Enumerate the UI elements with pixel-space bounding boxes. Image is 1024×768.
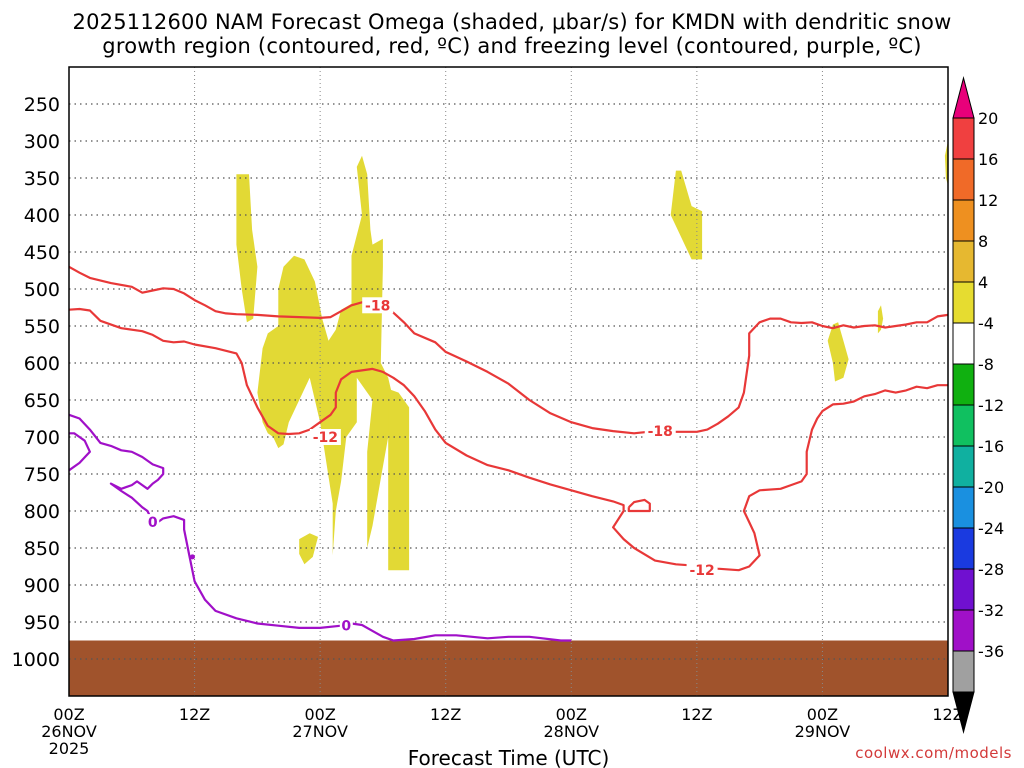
contour-label-bg [309,429,341,445]
y-tick-label: 950 [24,612,60,634]
x-tick-label: 00Z [304,705,335,724]
colorbar-segment [952,363,975,406]
x-tick-label: 12Z [179,705,210,724]
contour-label: 0 [341,619,351,635]
x-axis-label: Forecast Time (UTC) [408,746,610,768]
x-tick-label: 00Z [53,705,84,724]
colorbar-segment [952,609,975,652]
colorbar-label: 12 [978,191,998,210]
plot-border [68,66,949,697]
colorbar-label: -4 [978,314,994,333]
x-tick-date-label: 26NOV [41,722,97,741]
chart-title-line1: 2025112600 NAM Forecast Omega (shaded, μ… [72,10,952,34]
contour-label: -12 [313,430,338,446]
colorbar-segment [952,445,975,488]
colorbar-segment [952,322,975,365]
y-tick-label: 1000 [12,649,60,671]
contour-label-bg [686,562,718,579]
y-tick-label: 800 [24,501,60,523]
omega-region [236,174,258,323]
colorbar-label: 16 [978,150,998,169]
contour-line [68,265,949,435]
contour-label: -18 [365,298,390,314]
x-tick-label: 12Z [932,705,963,724]
contour-point [189,554,195,560]
x-tick-year-label: 2025 [49,739,90,758]
colorbar-bottom-arrow [952,691,975,734]
x-tick-date-label: 28NOV [543,722,599,741]
x-tick-label: 00Z [807,705,838,724]
colorbar-segment [952,240,975,283]
contour-line [68,307,948,572]
contour-label-bg [339,617,353,634]
chart-title-line2: growth region (contoured, red, ºC) and f… [102,34,922,58]
colorbar-label: -16 [978,437,1004,456]
omega-region [944,141,948,186]
colorbar-label: 4 [978,273,988,292]
omega-region [299,533,318,565]
omega-region [827,322,849,382]
y-tick-label: 350 [24,168,60,190]
colorbar-segment [952,117,975,160]
colorbar-segment [952,486,975,529]
y-tick-label: 600 [24,353,60,375]
colorbar-label: -24 [978,519,1004,538]
contour-label-bg [146,514,160,531]
y-tick-label: 450 [24,242,60,264]
colorbar-label: -20 [978,478,1004,497]
x-tick-date-label: 29NOV [795,722,851,741]
plot-area [69,67,948,696]
colorbar-segment [952,404,975,447]
omega-region [257,155,394,556]
y-tick-label: 400 [24,205,60,227]
omega-region [388,388,410,571]
colorbar-label: 8 [978,232,988,251]
contour-line [68,432,91,472]
contour-label: 0 [148,515,158,531]
y-tick-label: 700 [24,427,60,449]
colorbar-label: -36 [978,642,1004,661]
y-tick-label: 500 [24,279,60,301]
colorbar-label: -8 [978,355,994,374]
colorbar-segment [952,281,975,324]
colorbar-segment [952,199,975,242]
y-tick-label: 300 [24,131,60,153]
contour-label-bg [644,423,676,440]
colorbar-label: -28 [978,560,1004,579]
y-tick-label: 850 [24,538,60,560]
x-tick-label: 12Z [681,705,712,724]
x-tick-label: 00Z [556,705,587,724]
contour-line [68,413,572,642]
colorbar-segment [952,650,975,693]
colorbar-label: -12 [978,396,1004,415]
colorbar-top-arrow [952,76,975,119]
site-credit: coolwx.com/models [855,744,1012,762]
contour-label-bg [362,297,394,314]
x-tick-label: 12Z [430,705,461,724]
colorbar-segment [952,568,975,611]
colorbar-label: -32 [978,601,1004,620]
contour-label: -18 [648,424,673,440]
colorbar-segment [952,527,975,570]
contour-line [627,498,651,513]
y-tick-label: 250 [24,94,60,116]
x-tick-date-label: 27NOV [292,722,348,741]
y-tick-label: 750 [24,464,60,486]
y-tick-label: 900 [24,575,60,597]
colorbar-label: 20 [978,109,998,128]
colorbar-segment [952,158,975,201]
y-tick-label: 550 [24,316,60,338]
y-tick-label: 650 [24,390,60,412]
contour-label: -12 [689,563,714,579]
terrain-fill [69,640,948,696]
